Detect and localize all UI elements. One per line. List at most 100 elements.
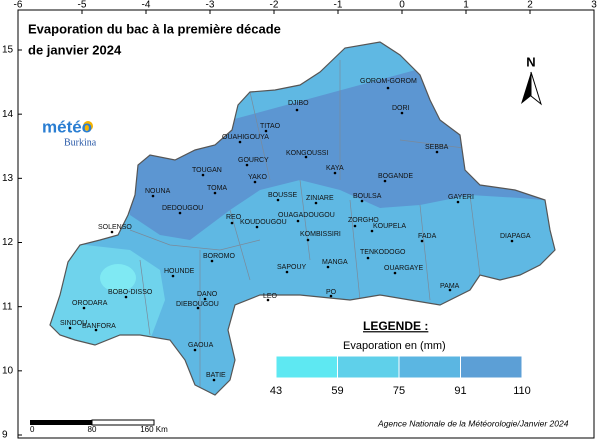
city-dot (383, 179, 387, 183)
city-dot (82, 306, 86, 310)
city-label: SOLENSO (98, 224, 132, 231)
city-dot (400, 111, 404, 115)
city-dot (435, 150, 439, 154)
city-label: BOGANDE (378, 173, 413, 180)
city-dot (448, 288, 452, 292)
city-dot (296, 219, 300, 223)
city-label: SINDOU (60, 320, 87, 327)
x-tick-label: -1 (334, 0, 343, 11)
city-dot (366, 256, 370, 260)
x-tick-label: -2 (270, 0, 279, 11)
city-dot (306, 238, 310, 242)
y-tick-label: 9 (2, 430, 8, 441)
city-dot (94, 328, 98, 332)
city-label: GOURCY (238, 157, 269, 164)
legend-tick: 91 (454, 385, 466, 397)
legend-tick: 110 (513, 385, 531, 397)
city-label: TOMA (207, 185, 227, 192)
legend-swatch (275, 355, 338, 379)
city-dot (213, 191, 217, 195)
city-label: DJIBO (288, 100, 309, 107)
y-tick-label: 12 (2, 237, 14, 248)
city-dot (124, 295, 128, 299)
legend-swatch (460, 355, 523, 379)
x-tick-label: -4 (142, 0, 151, 11)
city-label: KOUPELA (373, 223, 406, 230)
x-tick-label: 0 (399, 0, 405, 11)
city-dot (326, 265, 330, 269)
city-label: NOUNA (145, 188, 171, 195)
scale-label: 80 (88, 425, 97, 434)
city-dot (245, 163, 249, 167)
city-label: TOUGAN (192, 167, 222, 174)
x-tick-label: 2 (527, 0, 533, 11)
city-dot (178, 211, 182, 215)
x-tick-label: -3 (206, 0, 215, 11)
north-label: N (526, 54, 535, 69)
title: de janvier 2024 (28, 42, 122, 57)
city-label: DANO (197, 291, 218, 298)
legend-swatch (337, 355, 400, 379)
legend-swatch (398, 355, 461, 379)
city-dot (276, 198, 280, 202)
city-dot (285, 270, 289, 274)
city-dot (203, 297, 207, 301)
city-label: DORI (392, 105, 410, 112)
city-label: BOROMO (203, 253, 235, 260)
city-label: LEO (263, 293, 278, 300)
city-dot (329, 294, 333, 298)
credit: Agence Nationale de la Météorologie/Janv… (377, 418, 569, 428)
city-dot (201, 173, 205, 177)
city-dot (333, 171, 337, 175)
city-label: REO (226, 214, 242, 221)
city-label: HOUNDE (164, 268, 195, 275)
y-tick-label: 10 (2, 365, 14, 376)
city-dot (353, 224, 357, 228)
city-dot (510, 239, 514, 243)
city-label: SAPOUY (277, 264, 307, 271)
city-label: DIEBOUGOU (176, 301, 219, 308)
city-label: GAOUA (188, 342, 214, 349)
city-dot (68, 326, 72, 330)
city-label: OUARGAYE (384, 265, 423, 272)
city-label: DIAPAGA (500, 233, 531, 240)
city-label: OUAGADOUGOU (278, 212, 335, 219)
logo-text: météo (42, 117, 92, 136)
city-label: BOUSSE (268, 192, 298, 199)
scale-bar (30, 419, 155, 426)
y-tick-label: 13 (2, 173, 14, 184)
city-label: KAYA (326, 165, 344, 172)
city-label: BOULSA (353, 193, 382, 200)
city-label: ORODARA (72, 300, 108, 307)
city-label: ZORGHO (348, 217, 379, 224)
city-label: DEDOUGOU (162, 205, 203, 212)
city-dot (314, 201, 318, 205)
city-label: SEBBA (425, 144, 449, 151)
city-dot (264, 129, 268, 133)
city-dot (456, 200, 460, 204)
city-label: PO (326, 289, 337, 296)
city-dot (360, 199, 364, 203)
city-dot (295, 108, 299, 112)
city-label: KOMBISSIRI (300, 231, 341, 238)
logo: météo Burkina (42, 117, 97, 148)
city-dot (370, 229, 374, 233)
city-label: BANFORA (82, 323, 116, 330)
city-dot (196, 306, 200, 310)
logo-text: Burkina (64, 137, 97, 148)
city-label: PAMA (440, 283, 460, 290)
city-dot (171, 274, 175, 278)
legend-title: LEGENDE : (363, 319, 428, 333)
x-tick-label: 1 (463, 0, 469, 11)
city-label: TITAO (260, 123, 281, 130)
city-label: FADA (418, 233, 437, 240)
y-tick-label: 14 (2, 109, 14, 120)
legend-subtitle: Evaporation en (mm) (343, 340, 446, 352)
city-dot (193, 348, 197, 352)
city-label: GAYERI (448, 194, 474, 201)
city-dot (255, 225, 259, 229)
city-label: BOBO-DISSO (108, 289, 153, 296)
city-dot (230, 221, 234, 225)
city-dot (386, 86, 390, 90)
